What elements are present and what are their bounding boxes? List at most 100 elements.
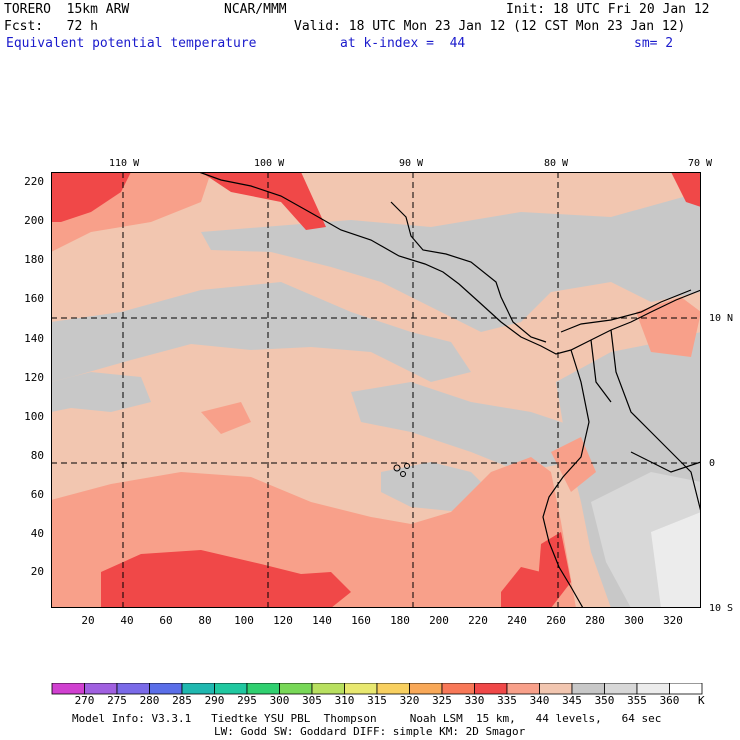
coastline-central-america [198,172,701,355]
x-tick-140: 140 [312,614,332,627]
colorbar-label: 305 [302,694,322,707]
colorbar-label: 270 [74,694,95,707]
colorbar-swatch [311,683,345,695]
colorbar-label: 360 [659,694,680,707]
x-tick-200: 200 [429,614,449,627]
lat-label-10n: 10 N [709,313,734,324]
init-time: Init: 18 UTC Fri 20 Jan 12 [506,2,710,17]
lon-label-80w: 80 W [544,158,569,169]
colorbar-swatch [181,683,215,695]
model-info-line2: LW: Godd SW: Goddard DIFF: simple KM: 2D… [214,725,526,738]
x-tick-40: 40 [120,614,134,627]
y-tick-160: 160 [24,292,44,305]
field-red-northeast [671,172,701,207]
valid-time: Valid: 18 UTC Mon 23 Jan 12 (12 CST Mon … [294,19,686,34]
colorbar-label: 275 [107,694,127,707]
colorbar-swatch [149,683,183,695]
map-frame [51,172,701,608]
x-tick-240: 240 [507,614,527,627]
y-tick-220: 220 [24,175,44,188]
galapagos-island-3 [400,471,406,477]
colorbar-label: 300 [269,694,290,707]
colorbar-label: 290 [204,694,225,707]
x-tick-180: 180 [390,614,410,627]
y-tick-60: 60 [30,488,44,501]
colorbar-swatch [539,683,573,695]
lon-label-110w: 110 W [109,158,140,169]
colorbar-swatch [409,683,443,695]
colorbar-label: 330 [464,694,485,707]
colorbar-unit: K [698,694,705,707]
x-tick-20: 20 [81,614,95,627]
lat-label-0: 0 [709,458,716,469]
colorbar-swatch [376,683,410,695]
colorbar-swatch [571,683,605,695]
colorbar-label: 355 [627,694,647,707]
colorbar-swatch [116,683,150,695]
field-gray-band-central [351,382,591,472]
lon-label-100w: 100 W [254,158,285,169]
y-tick-100: 100 [24,410,44,423]
colorbar-swatch [214,683,248,695]
x-tick-80: 80 [198,614,212,627]
field-red-northwest [51,172,131,222]
center-label: NCAR/MMM [224,2,287,17]
x-tick-280: 280 [585,614,605,627]
y-tick-140: 140 [24,332,44,345]
colorbar-swatch [279,683,313,695]
colorbar-label: 310 [334,694,355,707]
colorbar-swatch [636,683,670,695]
galapagos-island-1 [393,464,401,472]
x-tick-160: 160 [351,614,371,627]
field-gray-lightest [651,512,701,608]
field-gray-band-west [51,372,151,412]
level-label: at k-index = 44 [340,36,466,51]
forecast-hour: Fcst: 72 h [4,19,98,34]
colorbar-swatch [344,683,378,695]
smoothing-label: sm= 2 [634,36,674,51]
lon-label-70w: 70 W [688,158,713,169]
x-tick-320: 320 [663,614,683,627]
field-red-south-east [501,567,546,608]
colorbar-label: 285 [172,694,192,707]
y-tick-120: 120 [24,371,44,384]
colorbar-label: 350 [594,694,615,707]
lat-label-10s: 10 S [709,603,734,614]
field-red-south-west [101,550,351,608]
field-name: Equivalent potential temperature [6,36,257,51]
model-title: TORERO 15km ARW [4,2,130,17]
colorbar-label: 335 [497,694,517,707]
x-tick-220: 220 [468,614,488,627]
colorbar-swatch [669,683,703,695]
field-red-gulf [201,172,326,230]
x-tick-60: 60 [159,614,173,627]
y-tick-80: 80 [30,449,44,462]
y-tick-20: 20 [30,565,44,578]
colorbar-swatch [51,683,85,695]
colorbar-label: 280 [139,694,160,707]
x-tick-120: 120 [273,614,293,627]
field-salmon-patch-1 [201,402,251,434]
x-tick-300: 300 [624,614,644,627]
y-tick-200: 200 [24,214,44,227]
field-red-coast [536,532,571,608]
colorbar-label: 340 [529,694,550,707]
coastline-caribbean [390,201,692,343]
colorbar-swatch [604,683,638,695]
model-info-line1: Model Info: V3.3.1 Tiedtke YSU PBL Thomp… [72,712,662,725]
colorbar-swatch [441,683,475,695]
colorbar-label: 295 [237,694,257,707]
colorbar-label: 315 [367,694,387,707]
coastline-south-america [542,349,590,608]
colorbar-swatch [474,683,508,695]
colorbar [51,683,703,695]
y-tick-180: 180 [24,253,44,266]
colorbar-label: 345 [562,694,582,707]
colorbar-swatch [506,683,540,695]
colorbar-label: 320 [399,694,420,707]
colorbar-label: 325 [432,694,452,707]
x-tick-100: 100 [234,614,254,627]
border-lines [590,329,701,513]
y-tick-40: 40 [30,527,44,540]
colorbar-swatch [246,683,280,695]
